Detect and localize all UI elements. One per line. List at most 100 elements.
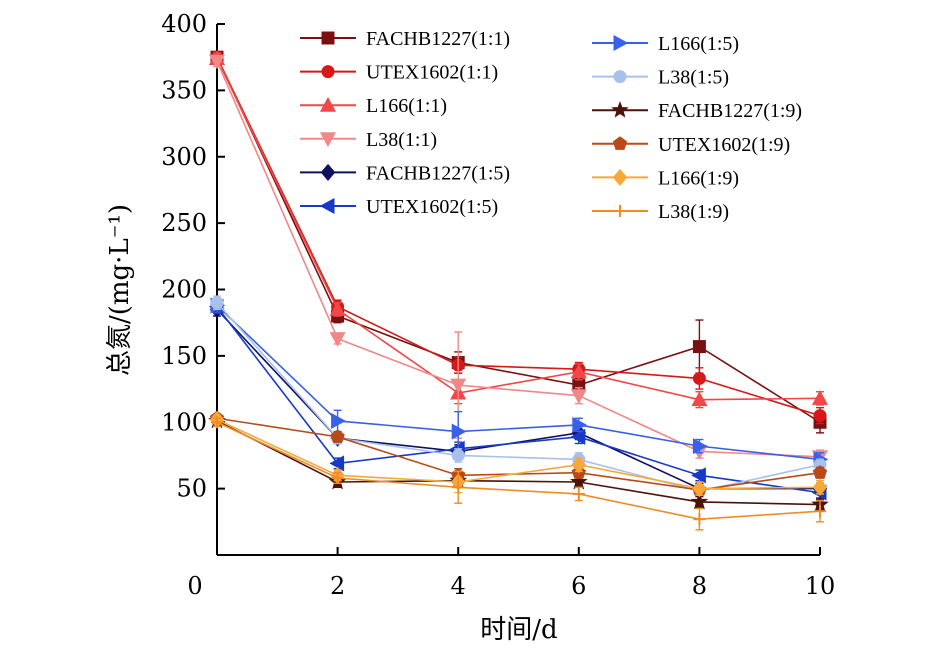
legend: FACHB1227(1:1) UTEX1602(1:1) L166(1:1) L38(… <box>300 28 802 223</box>
series-line <box>216 304 821 461</box>
data-point <box>329 455 345 472</box>
data-point <box>451 448 465 462</box>
data-point <box>812 478 828 496</box>
legend-item: L38(1:9) <box>592 201 729 223</box>
data-point <box>319 197 335 215</box>
data-point <box>451 423 467 440</box>
data-point <box>211 416 223 429</box>
x-axis-label: 时间/d <box>480 615 557 645</box>
data-point <box>612 168 628 186</box>
data-point <box>210 296 224 310</box>
y-tick-label: 100 <box>161 408 207 436</box>
legend-item: L38(1:1) <box>300 129 437 151</box>
legend-item: FACHB1227(1:9) <box>592 100 802 122</box>
data-point <box>691 467 706 484</box>
series-line <box>216 418 821 490</box>
series-line <box>216 306 821 494</box>
legend-label: L166(1:5) <box>658 33 739 55</box>
series-line <box>216 302 821 493</box>
data-point <box>690 492 709 510</box>
legend-item: L166(1:9) <box>592 167 739 189</box>
data-point <box>321 65 335 79</box>
y-tick-label: 250 <box>161 209 207 237</box>
data-point <box>812 465 828 479</box>
x-tick-labels: 0 2 4 6 8 10 <box>187 547 835 600</box>
data-point <box>693 513 706 526</box>
data-point <box>319 132 337 148</box>
data-point <box>452 481 465 494</box>
legend-label: L166(1:1) <box>366 95 447 117</box>
data-point <box>691 391 708 407</box>
data-point <box>613 70 627 84</box>
data-point <box>329 301 346 316</box>
data-point <box>572 416 588 433</box>
y-axis-label: 总氮/(mg·L⁻¹) <box>105 204 135 376</box>
x-tick-label: 4 <box>451 572 466 600</box>
data-point <box>450 378 467 394</box>
data-point <box>814 505 826 518</box>
data-point <box>612 136 628 150</box>
data-point <box>321 31 335 45</box>
legend-item: L38(1:5) <box>592 67 729 89</box>
data-point <box>570 428 586 445</box>
legend-label: UTEX1602(1:1) <box>366 62 498 84</box>
data-point <box>331 472 344 485</box>
data-point <box>571 456 587 474</box>
data-point <box>692 340 706 354</box>
x-tick-label: 2 <box>330 572 345 600</box>
series-group <box>208 50 829 531</box>
legend-item: FACHB1227(1:5) <box>300 162 510 184</box>
legend-label: FACHB1227(1:9) <box>658 100 802 122</box>
data-point <box>570 363 587 379</box>
data-point <box>319 96 337 112</box>
data-point <box>613 34 629 52</box>
legend-item: L166(1:1) <box>300 95 447 117</box>
data-point <box>692 371 706 385</box>
legend-label: UTEX1602(1:9) <box>658 134 790 156</box>
series-line <box>216 421 821 520</box>
y-tick-label: 50 <box>176 475 207 503</box>
data-point <box>208 54 226 70</box>
legend-label: L38(1:9) <box>658 201 729 223</box>
y-tick-label: 350 <box>161 76 207 104</box>
data-point <box>813 409 827 423</box>
series-line <box>216 60 821 458</box>
legend-item: UTEX1602(1:5) <box>300 196 498 218</box>
legend-label: L166(1:9) <box>658 167 739 189</box>
legend-label: L38(1:1) <box>366 129 437 151</box>
legend-label: UTEX1602(1:5) <box>366 196 498 218</box>
y-tick-label: 150 <box>161 342 207 370</box>
data-point <box>611 100 629 118</box>
x-tick-label: 8 <box>692 572 707 600</box>
legend-label: L38(1:5) <box>658 67 729 89</box>
data-point <box>320 163 336 181</box>
data-point <box>692 480 707 498</box>
data-point <box>614 205 626 217</box>
data-point <box>811 390 829 405</box>
legend-item: FACHB1227(1:1) <box>300 28 510 50</box>
legend-label: FACHB1227(1:1) <box>366 28 510 50</box>
x-tick-label: 10 <box>805 572 836 600</box>
data-point <box>570 472 588 490</box>
legend-item: UTEX1602(1:9) <box>592 134 790 156</box>
series-7 <box>210 295 827 498</box>
x-tick-label: 0 <box>187 572 202 600</box>
data-point <box>329 332 346 347</box>
series-line <box>216 58 821 401</box>
legend-label: FACHB1227(1:5) <box>366 162 510 184</box>
series-line <box>216 56 821 417</box>
legend-item: UTEX1602(1:1) <box>300 62 498 84</box>
data-point <box>330 429 345 443</box>
y-tick-label: 200 <box>161 276 207 304</box>
y-tick-labels: 50 100 150 200 250 300 350 400 <box>161 10 225 503</box>
data-point <box>331 412 346 429</box>
data-point <box>570 389 587 404</box>
series-line <box>216 420 821 506</box>
y-tick-label: 300 <box>161 143 207 171</box>
data-point <box>692 438 708 455</box>
y-tick-label: 400 <box>161 10 207 38</box>
series-11 <box>211 416 826 531</box>
series-line <box>216 56 821 423</box>
